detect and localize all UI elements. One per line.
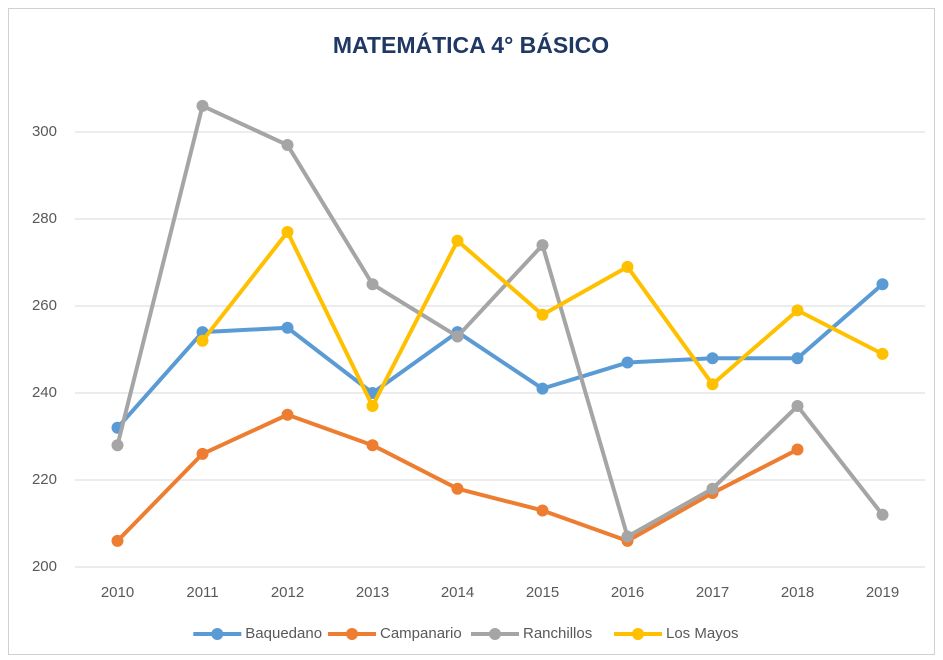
legend-label: Ranchillos <box>523 625 592 642</box>
y-tick-label: 280 <box>32 210 57 227</box>
legend-label: Campanario <box>380 625 462 642</box>
point <box>621 530 634 543</box>
point <box>621 356 634 369</box>
point <box>791 443 804 456</box>
legend-item: Baquedano <box>193 625 322 642</box>
point <box>366 439 379 452</box>
point <box>536 308 549 321</box>
legend-item: Campanario <box>328 625 462 642</box>
point <box>621 260 634 273</box>
y-tick-label: 220 <box>32 471 57 488</box>
point <box>111 439 124 452</box>
x-tick-label: 2014 <box>441 584 474 601</box>
legend-label: Baquedano <box>245 625 322 642</box>
point <box>706 482 719 495</box>
chart-title: MATEMÁTICA 4° BÁSICO <box>333 31 609 58</box>
series-line <box>116 282 884 430</box>
point <box>791 352 804 365</box>
point <box>281 139 294 152</box>
y-tick-label: 200 <box>32 558 57 575</box>
legend-label: Los Mayos <box>666 625 739 642</box>
x-tick-label: 2010 <box>101 584 134 601</box>
point <box>791 400 804 413</box>
x-tick-label: 2018 <box>781 584 814 601</box>
point <box>281 226 294 239</box>
point <box>536 504 549 517</box>
x-tick-label: 2015 <box>526 584 559 601</box>
legend-marker <box>632 628 644 640</box>
point <box>366 278 379 291</box>
x-tick-label: 2011 <box>186 584 218 601</box>
chart-border <box>8 8 935 655</box>
y-tick-label: 240 <box>32 384 57 401</box>
point <box>196 447 209 460</box>
x-tick-label: 2016 <box>611 584 644 601</box>
x-tick-label: 2017 <box>696 584 729 601</box>
point <box>451 234 464 247</box>
point <box>536 382 549 395</box>
series-line <box>115 103 885 539</box>
legend-marker <box>489 628 501 640</box>
legend-item: Ranchillos <box>471 625 592 642</box>
point <box>451 330 464 343</box>
point <box>791 304 804 317</box>
point <box>876 278 889 291</box>
point <box>536 239 549 252</box>
point <box>706 378 719 391</box>
point <box>281 321 294 334</box>
y-tick-label: 300 <box>32 123 57 140</box>
point <box>876 347 889 360</box>
point <box>196 334 209 347</box>
y-tick-label: 260 <box>32 297 57 314</box>
x-tick-label: 2012 <box>271 584 304 601</box>
point <box>706 352 719 365</box>
legend-item: Los Mayos <box>614 625 739 642</box>
point <box>111 534 124 547</box>
x-tick-label: 2019 <box>866 584 899 601</box>
point <box>876 508 889 521</box>
point <box>281 408 294 421</box>
point <box>451 482 464 495</box>
x-tick-label: 2013 <box>356 584 389 601</box>
legend-marker <box>211 628 224 640</box>
point <box>196 99 209 112</box>
legend-marker <box>346 628 358 640</box>
point <box>366 400 379 413</box>
